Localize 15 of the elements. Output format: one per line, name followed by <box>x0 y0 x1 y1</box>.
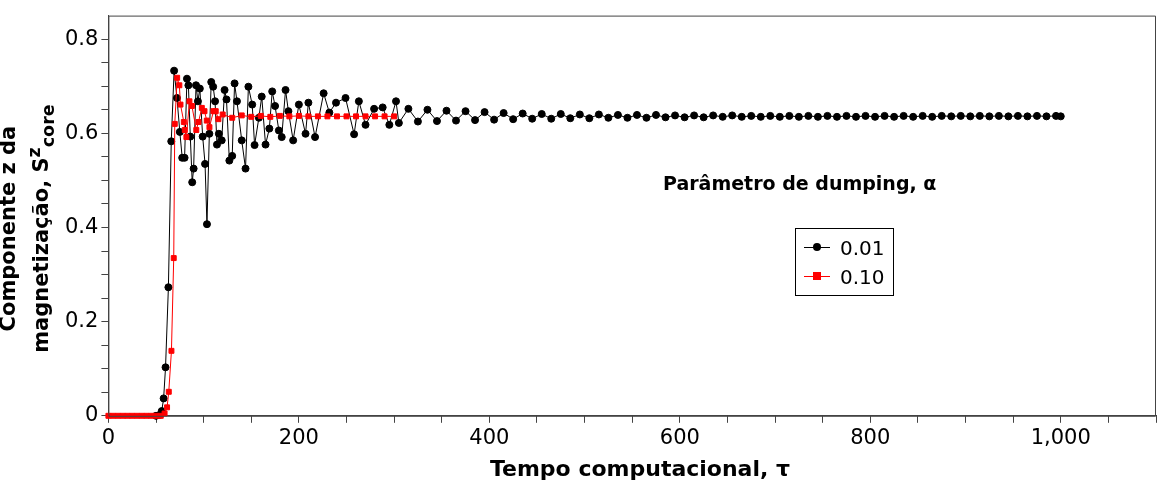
y-tick-label: 0 <box>85 402 99 427</box>
legend-title: Parâmetro de dumping, α <box>663 172 937 194</box>
y-tick-label: 0.4 <box>64 213 99 238</box>
x-axis-title: Tempo computacional, τ <box>488 456 792 481</box>
y-tick-label: 0.2 <box>64 308 99 333</box>
x-tick-label: 0 <box>101 424 116 449</box>
x-tick-label: 800 <box>850 424 891 449</box>
x-tick-label: 200 <box>278 424 319 449</box>
y-tick-label: 0.8 <box>64 25 99 50</box>
legend-label: 0.10 <box>840 264 885 289</box>
x-tick-label: 1,000 <box>1030 424 1091 449</box>
legend-label: 0.01 <box>840 235 885 260</box>
x-tick-label: 400 <box>469 424 510 449</box>
x-tick-label: 600 <box>659 424 700 449</box>
y-tick-label: 0.6 <box>64 119 99 144</box>
